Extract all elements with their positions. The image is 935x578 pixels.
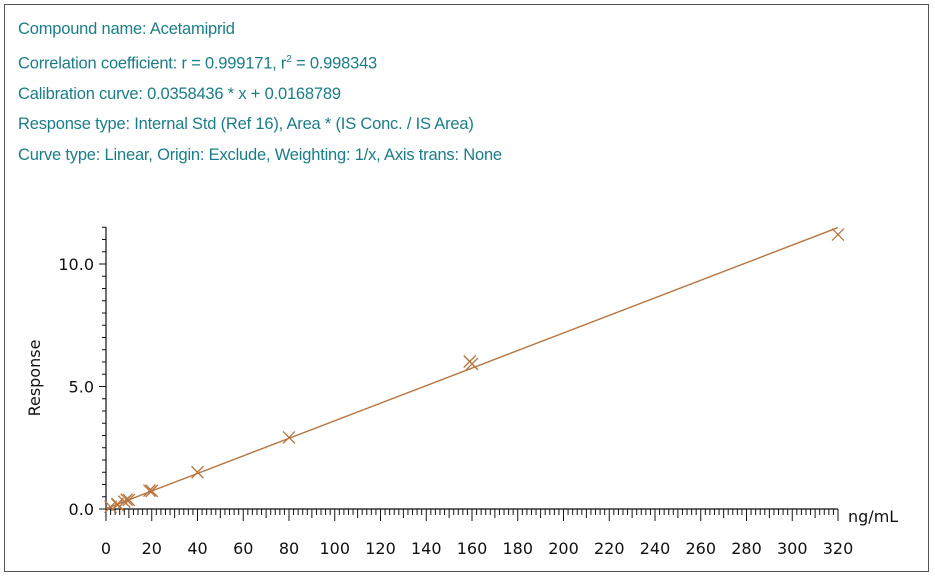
axes: 0.0 5.0 10.0 0 20 40 60 80 100 120 140 160 180 200 220… [58, 226, 854, 558]
data-point-stroke [145, 484, 159, 498]
data-point [143, 484, 156, 498]
x-tick-label: 280 [731, 539, 762, 558]
correlation-line: Correlation coefficient: r = 0.999171, r… [18, 45, 502, 79]
y-tick-label: 0.0 [69, 500, 94, 519]
correlation-r2-text: = 0.998343 [291, 54, 378, 72]
data-point-stroke [143, 484, 156, 498]
data-point [191, 465, 204, 479]
y-tick-label: 10.0 [58, 255, 94, 274]
data-point [831, 228, 845, 242]
x-tick-label: 120 [365, 539, 396, 558]
x-tick-label: 60 [233, 539, 253, 558]
compound-name-line: Compound name: Acetamiprid [18, 20, 235, 38]
y-tick-label: 5.0 [69, 378, 94, 397]
x-tick-label: 0 [101, 539, 111, 558]
calibration-info: Compound name: Acetamiprid Correlation c… [18, 14, 502, 170]
data-point-stroke [191, 465, 204, 479]
r-squared-superscript: 2 [286, 53, 292, 65]
data-point-stroke [831, 228, 845, 242]
points-layer [104, 228, 845, 514]
x-tick-label: 320 [823, 539, 854, 558]
x-tick-label: 220 [594, 539, 625, 558]
data-point-stroke [282, 431, 296, 444]
data-point-stroke [120, 493, 134, 507]
calibration-fit-line [105, 226, 839, 510]
x-tick-label: 240 [640, 539, 671, 558]
x-tick-label: 180 [502, 539, 533, 558]
x-tick-label: 200 [548, 539, 579, 558]
data-point [282, 431, 296, 444]
response-type-line: Response type: Internal Std (Ref 16), Ar… [18, 115, 474, 133]
fit-layer [105, 226, 839, 510]
x-axis-title: ng/mL [848, 507, 898, 526]
data-point [110, 498, 124, 512]
x-tick-label: 20 [142, 539, 162, 558]
data-point [465, 357, 479, 371]
x-tick-label: 300 [777, 539, 808, 558]
y-axis-title: Response [25, 340, 44, 417]
curve-type-line: Curve type: Linear, Origin: Exclude, Wei… [18, 145, 502, 164]
x-tick-label: 140 [411, 539, 442, 558]
x-tick-label: 160 [457, 539, 488, 558]
data-point [122, 493, 136, 507]
x-tick-label: 40 [187, 539, 207, 558]
x-tick-label: 100 [319, 539, 350, 558]
chart-frame [4, 4, 929, 572]
data-point-stroke [465, 357, 479, 371]
x-tick-label: 260 [685, 539, 716, 558]
x-tick-label: 80 [279, 539, 299, 558]
data-point-stroke [122, 493, 136, 507]
data-point [120, 493, 134, 507]
data-point-stroke [110, 498, 124, 512]
correlation-text: Correlation coefficient: r = 0.999171, r [18, 54, 287, 72]
calibration-curve-line: Calibration curve: 0.0358436 * x + 0.016… [18, 84, 341, 103]
data-point [145, 484, 159, 498]
